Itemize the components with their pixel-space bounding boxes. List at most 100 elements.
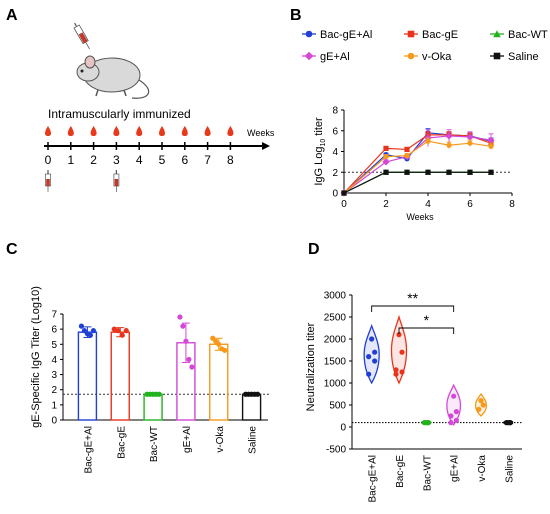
data-point: [180, 323, 186, 329]
data-point: [90, 328, 97, 334]
violin: [390, 314, 408, 385]
category-label: Bac-gE: [395, 455, 406, 488]
category-label: gE+Al: [182, 426, 193, 453]
legend-entry: v-Oka: [404, 51, 452, 63]
data-point: [404, 153, 410, 159]
mouse-icon: [76, 55, 150, 99]
data-point: [254, 391, 261, 397]
data-point: [366, 371, 372, 377]
y-axis-label: IgG Log10 titer: [313, 117, 327, 186]
y-tick-label: 2: [332, 168, 338, 179]
timeline-tick-label: 0: [45, 153, 52, 167]
bar-group: Bac-gE+Al: [77, 323, 98, 474]
data-point: [115, 328, 121, 334]
data-point: [399, 369, 405, 375]
data-point: [466, 133, 474, 141]
significance-label: **: [407, 290, 418, 306]
bracket-line: [371, 305, 455, 312]
data-point: [488, 169, 494, 175]
blood-drop-icon: [204, 126, 211, 136]
category-label: Saline: [504, 455, 515, 483]
data-point: [186, 356, 192, 363]
timeline-arrow: [262, 142, 270, 150]
category-label: Bac-gE+Al: [368, 455, 379, 503]
y-axis-label: gE-Specific IgG Titer (Log10): [30, 286, 42, 428]
data-point: [372, 349, 378, 355]
data-point: [425, 420, 431, 426]
panel-c-bar-chart: 0 1 2 3 4 5 6 7 gE-Specific IgG Titer (Log10) Bac…: [30, 286, 270, 474]
y-tick-label: 2: [51, 385, 57, 396]
x-tick-label: 4: [425, 199, 431, 210]
data-point: [366, 354, 372, 360]
data-point: [404, 146, 410, 153]
data-point: [448, 413, 454, 419]
x-tick-label: 8: [509, 199, 515, 210]
legend-label: Bac-gE+Al: [320, 29, 372, 41]
blood-drop-icon: [67, 126, 74, 136]
legend-marker: [407, 30, 415, 38]
y-tick-label: 6: [332, 126, 338, 137]
violin-group: v-Oka: [474, 392, 488, 482]
timeline-tick-label: 5: [159, 153, 166, 167]
data-point: [487, 136, 495, 144]
y-tick-label: 500: [329, 401, 346, 412]
y-tick-label: 1500: [324, 357, 347, 368]
data-point: [383, 145, 389, 151]
data-point: [183, 338, 189, 344]
data-point: [78, 323, 85, 329]
data-point: [383, 169, 389, 175]
data-point: [448, 420, 454, 426]
data-point: [404, 169, 410, 175]
panel-c-letter: C: [6, 241, 18, 258]
data-point: [87, 332, 94, 338]
data-point: [372, 358, 378, 364]
bar: [77, 331, 98, 421]
timeline-tick-label: 3: [113, 153, 120, 167]
data-point: [111, 326, 117, 332]
data-point: [341, 190, 347, 196]
timeline-tick-label: 4: [136, 153, 143, 167]
violin-group: gE+Al: [446, 383, 462, 482]
data-point: [189, 364, 195, 370]
data-point: [383, 154, 389, 160]
data-point: [425, 138, 431, 144]
data-point: [446, 169, 452, 175]
timeline-tick-label: 8: [227, 153, 234, 167]
violin-group: Saline: [503, 420, 515, 483]
data-point: [478, 398, 484, 404]
category-label: Bac-gE: [116, 426, 127, 459]
bar: [209, 343, 229, 421]
data-point: [453, 417, 459, 423]
y-tick-label: 6: [51, 325, 57, 336]
significance-bracket: *: [398, 312, 455, 334]
bar-group: gE+Al: [176, 314, 196, 453]
bar-group: v-Oka: [209, 335, 229, 453]
timeline-weeks-label: Weeks: [247, 128, 275, 138]
legend-marker: [305, 30, 313, 38]
data-point: [488, 143, 494, 149]
y-axis-label: Neutralization titer: [305, 322, 317, 411]
data-point: [445, 132, 453, 140]
series-line: [343, 140, 492, 194]
legend-marker: [493, 52, 501, 60]
timeline-tick-label: 6: [181, 153, 188, 167]
category-label: gE+Al: [450, 455, 461, 482]
x-tick-label: 2: [383, 199, 389, 210]
timeline-tick-label: 7: [204, 153, 211, 167]
panel-a-letter: A: [6, 7, 18, 24]
data-point: [216, 341, 222, 347]
data-point: [503, 420, 510, 426]
data-point: [425, 169, 431, 175]
data-point: [399, 349, 405, 355]
significance-label: *: [424, 312, 430, 328]
syringe-icon: [113, 170, 120, 192]
legend-marker: [304, 51, 314, 61]
significance-bracket: **: [371, 290, 455, 312]
y-tick-label: 4: [332, 147, 338, 158]
legend-entry: Saline: [490, 51, 539, 63]
y-tick-label: 4: [51, 355, 57, 366]
legend-label: v-Oka: [422, 51, 452, 63]
y-tick-label: 3: [51, 370, 57, 381]
panel-a-schematic: Intramuscularly immunized Weeks 0 1 2 3 4 5 6 7…: [44, 22, 275, 192]
